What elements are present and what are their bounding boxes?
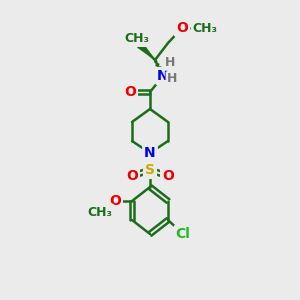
Text: H: H (167, 73, 177, 85)
Text: S: S (145, 163, 155, 177)
Text: N: N (157, 69, 169, 83)
Text: N: N (144, 146, 156, 160)
Text: Cl: Cl (176, 227, 190, 241)
Polygon shape (137, 43, 155, 60)
Text: O: O (109, 194, 121, 208)
Text: O: O (162, 169, 174, 183)
Text: CH₃: CH₃ (193, 22, 217, 34)
Text: O: O (176, 21, 188, 35)
Text: O: O (126, 169, 138, 183)
Text: CH₃: CH₃ (124, 32, 149, 46)
Text: H: H (165, 56, 175, 70)
Text: CH₃: CH₃ (88, 206, 112, 218)
Text: O: O (124, 85, 136, 99)
